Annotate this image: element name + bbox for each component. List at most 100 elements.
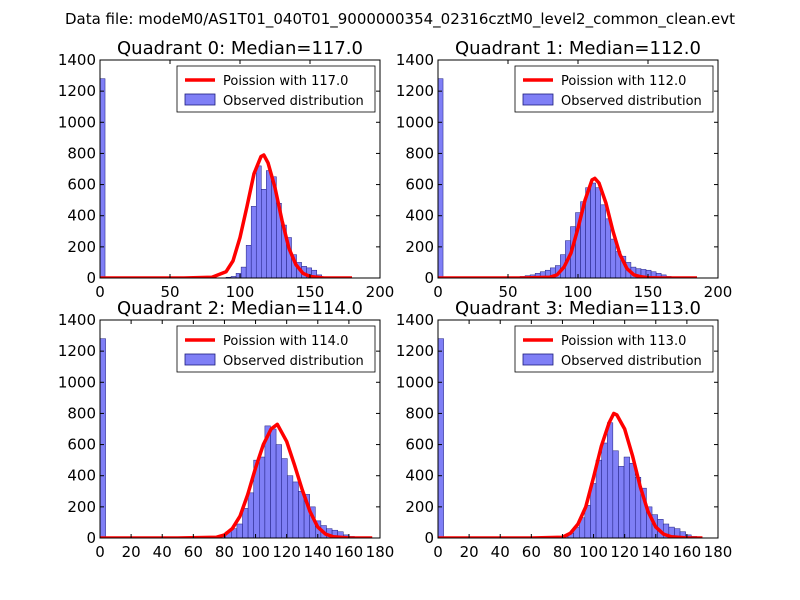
y-tick-label: 1200 <box>58 342 96 360</box>
x-tick-label: 60 <box>522 543 541 561</box>
axes-frame <box>437 319 719 539</box>
poisson-curve <box>100 153 352 278</box>
x-tick-label: 40 <box>153 543 172 561</box>
histogram-bar <box>618 466 625 538</box>
histogram-bar <box>242 508 249 538</box>
legend-label: Observed distribution <box>223 354 364 369</box>
x-tick-label: 180 <box>704 543 733 561</box>
legend-label: Poission with 112.0 <box>561 74 686 89</box>
chart-panel-2: 0 20 40 60 80 100 120 140 160 180 0 200 400 600 800 100… <box>58 298 395 561</box>
plot-area <box>438 78 697 278</box>
panel-title: Quadrant 0: Median=117.0 <box>117 38 363 59</box>
y-tick-label: 0 <box>86 269 96 287</box>
y-tick-label: 1400 <box>396 51 434 69</box>
x-tick-label: 180 <box>366 543 395 561</box>
legend-label: Observed distribution <box>561 354 702 369</box>
y-tick-label: 1000 <box>58 373 96 391</box>
legend: Poission with 113.0 Observed distribution <box>514 325 714 373</box>
poisson-curve <box>100 422 373 538</box>
histogram-bar <box>245 245 252 278</box>
histogram-bar <box>270 428 277 538</box>
x-tick-label: 100 <box>226 283 255 301</box>
x-tick-label: 150 <box>634 283 663 301</box>
x-tick-label: 0 <box>433 543 443 561</box>
y-tick-label: 600 <box>405 436 434 454</box>
legend: Poission with 112.0 Observed distribution <box>514 65 714 113</box>
y-tick-label: 400 <box>405 467 434 485</box>
legend: Poission with 114.0 Observed distribution <box>176 325 376 373</box>
x-tick-label: 0 <box>95 283 105 301</box>
y-tick-label: 1200 <box>396 82 434 100</box>
y-tick-label: 400 <box>405 207 434 225</box>
legend-label: Poission with 114.0 <box>223 334 348 349</box>
y-tick-label: 1400 <box>58 51 96 69</box>
histogram-bar <box>629 463 636 538</box>
legend-bar-swatch <box>184 353 216 366</box>
x-tick-label: 160 <box>335 543 364 561</box>
y-tick-label: 200 <box>67 498 96 516</box>
histogram-bar <box>255 165 262 278</box>
x-tick-label: 120 <box>272 543 301 561</box>
poisson-curve <box>438 176 697 278</box>
y-tick-label: 1200 <box>58 82 96 100</box>
histogram-bar <box>601 442 608 538</box>
histogram-bar <box>298 491 305 538</box>
x-tick-label: 150 <box>296 283 325 301</box>
axes-frame <box>99 319 381 539</box>
x-tick-label: 200 <box>704 283 733 301</box>
histogram-bar <box>240 266 247 278</box>
y-tick-label: 400 <box>67 467 96 485</box>
histogram-bar <box>287 475 294 538</box>
x-tick-label: 200 <box>366 283 395 301</box>
y-tick-label: 800 <box>405 404 434 422</box>
legend-bar-swatch <box>184 93 216 106</box>
y-tick-label: 400 <box>67 207 96 225</box>
histogram-bar <box>236 523 243 538</box>
plot-area <box>100 78 352 278</box>
legend-bar-swatch <box>522 93 554 106</box>
histogram-bar <box>250 206 257 278</box>
y-tick-label: 0 <box>86 529 96 547</box>
x-tick-label: 0 <box>95 543 105 561</box>
x-tick-label: 0 <box>433 283 443 301</box>
histogram-bar <box>600 204 606 278</box>
legend-bar-swatch <box>522 353 554 366</box>
y-tick-label: 1000 <box>396 373 434 391</box>
x-tick-label: 160 <box>673 543 702 561</box>
x-tick-label: 100 <box>579 543 608 561</box>
x-tick-label: 100 <box>564 283 593 301</box>
panel-title: Quadrant 3: Median=113.0 <box>455 298 701 319</box>
histogram-bar <box>292 481 299 538</box>
x-tick-label: 60 <box>184 543 203 561</box>
histogram-bar <box>595 459 602 538</box>
legend-label: Poission with 113.0 <box>561 334 686 349</box>
histogram-bar <box>281 458 288 538</box>
histogram-bar <box>100 78 106 278</box>
y-tick-label: 800 <box>67 404 96 422</box>
y-tick-label: 1200 <box>396 342 434 360</box>
histogram-bar <box>259 456 266 538</box>
chart-panel-0: 0 50 100 150 200 0 200 400 600 800 1000 1200 1400 Qua… <box>58 38 395 301</box>
histogram-bar <box>100 338 106 538</box>
x-tick-label: 100 <box>241 543 270 561</box>
legend-label: Observed distribution <box>223 94 364 109</box>
legend: Poission with 117.0 Observed distribution <box>176 65 376 113</box>
histogram-bar <box>595 187 601 278</box>
legend-label: Observed distribution <box>561 94 702 109</box>
y-tick-label: 600 <box>405 176 434 194</box>
plot-area <box>100 338 373 538</box>
panel-title: Quadrant 2: Median=114.0 <box>117 298 363 319</box>
y-tick-label: 600 <box>67 436 96 454</box>
y-tick-label: 1000 <box>396 113 434 131</box>
x-tick-label: 140 <box>303 543 332 561</box>
histogram-bar <box>438 338 444 538</box>
x-tick-label: 20 <box>460 543 479 561</box>
figure-title: Data file: modeM0/AS1T01_040T01_90000003… <box>65 10 735 29</box>
histogram-bar <box>623 456 630 538</box>
x-tick-label: 80 <box>215 543 234 561</box>
histogram-bar <box>266 170 272 278</box>
y-tick-label: 200 <box>405 498 434 516</box>
y-tick-label: 800 <box>405 144 434 162</box>
histogram-bar <box>275 444 282 538</box>
